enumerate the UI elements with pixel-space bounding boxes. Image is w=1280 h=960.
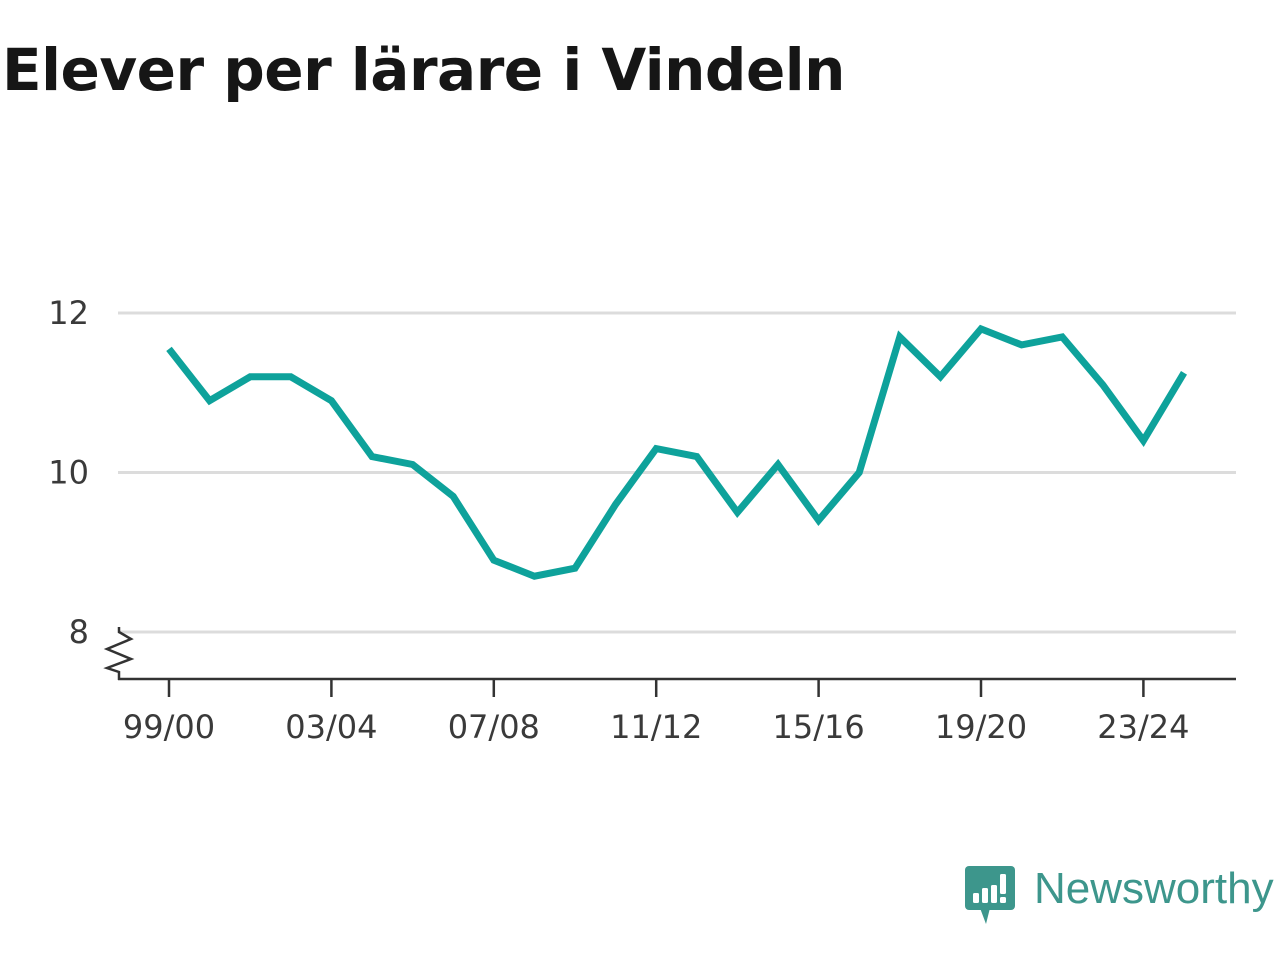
x-tick-label: 07/08 [448,708,540,746]
x-ticks: 99/00 03/04 07/08 11/12 15/16 19/20 23/24 [123,679,1190,746]
series-line [166,324,1188,580]
brand-name: Newsworthy [1034,864,1274,913]
x-tick-label: 23/24 [1097,708,1189,746]
bar-chart-speech-bubble-icon [965,866,1015,924]
y-tick-label: 12 [48,294,89,332]
brand[interactable]: Newsworthy [964,864,1274,928]
series [166,324,1188,580]
x-tick-label: 99/00 [123,708,215,746]
y-tick-labels: 8 10 12 [48,294,89,651]
x-tick-label: 19/20 [935,708,1027,746]
y-tick-label: 8 [69,613,89,651]
gridlines [118,311,1236,634]
y-axis-break-icon [103,627,135,680]
x-tick-label: 11/12 [610,708,702,746]
x-tick-label: 03/04 [285,708,377,746]
x-tick-label: 15/16 [772,708,864,746]
axes [103,627,1236,681]
y-tick-label: 10 [48,454,89,492]
chart-title: Elever per lärare i Vindeln [2,36,845,104]
